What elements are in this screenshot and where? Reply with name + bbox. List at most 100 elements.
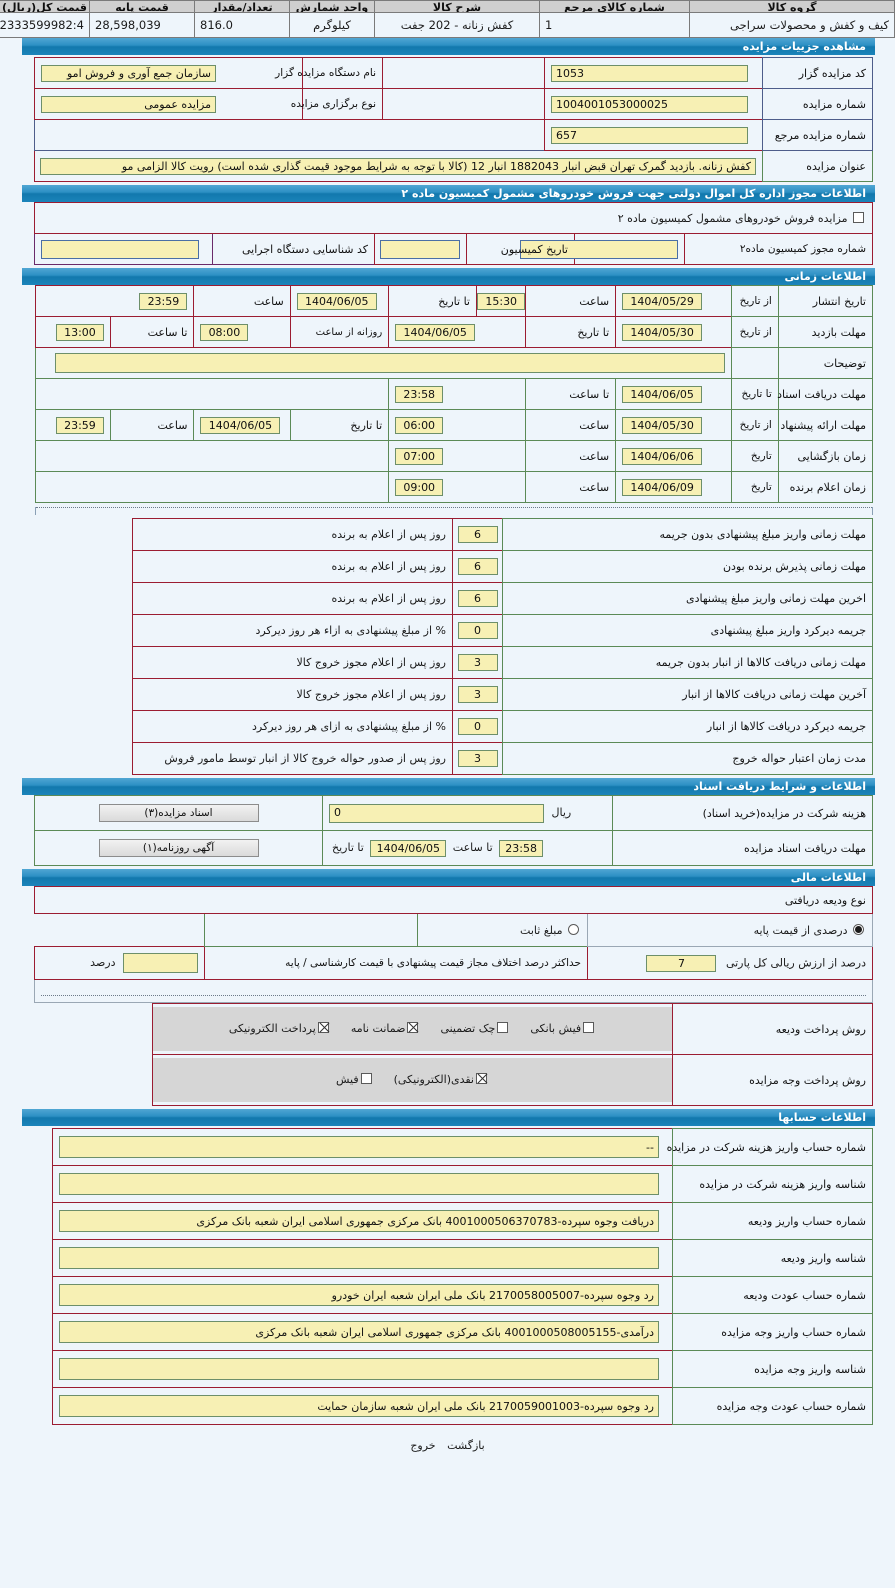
term-value-cell: 6 — [452, 582, 503, 615]
footer-links: بازگشت خروج — [0, 1425, 895, 1462]
bid-to-input[interactable]: 1404/06/05 — [200, 416, 281, 434]
account-value-input[interactable]: -- — [59, 1136, 659, 1158]
winner-date-input[interactable]: 1404/06/09 — [622, 478, 703, 496]
winner-hour-input[interactable]: 09:00 — [395, 478, 444, 496]
publish-hour-input[interactable]: 15:30 — [477, 292, 526, 310]
account-value-input[interactable]: رد وجوه سپرده-2170059001003 بانک ملی ایر… — [59, 1395, 659, 1417]
row-auction-code: کد مزایده گزار 1053 نام دستگاه مزایده گز… — [34, 57, 873, 89]
ref-number-input[interactable]: 657 — [551, 126, 748, 144]
permit-number-cell — [520, 233, 685, 265]
visit-until-input[interactable]: 13:00 — [55, 323, 104, 341]
newspaper-ad-button[interactable]: آگهی روزنامه(۱) — [98, 839, 259, 857]
deposit-method-checkbox[interactable] — [583, 1022, 595, 1033]
auction-type-cell: مزایده عمومی — [34, 88, 303, 120]
docs-deadline-hour-input[interactable]: 23:58 — [395, 385, 444, 403]
publish-from-input[interactable]: 1404/05/29 — [622, 292, 703, 310]
financial-table: نوع ودیعه دریافتی درصدی از قیمت پایه مبل… — [33, 886, 874, 1003]
commission-checkbox[interactable] — [853, 211, 864, 223]
row-winner: زمان اعلام برنده تاریخ 1404/06/09 ساعت 0… — [34, 471, 874, 503]
account-value-input[interactable] — [59, 1173, 659, 1195]
fixed-option-cell[interactable]: مبلغ ثابت — [417, 913, 588, 947]
bid-from-input[interactable]: 1404/05/30 — [622, 416, 703, 434]
docs-deadline-date-input[interactable]: 1404/06/05 — [622, 385, 703, 403]
visit-to-input[interactable]: 1404/06/05 — [395, 323, 476, 341]
section-header-details: مشاهده جزییات مزایده — [22, 38, 875, 55]
account-label: شماره حساب واریز هزینه شرکت در مزایده — [667, 1128, 873, 1166]
percent-radio[interactable] — [853, 923, 864, 935]
term-value-cell: 3 — [452, 742, 503, 775]
term-value-input[interactable]: 0 — [457, 622, 498, 639]
bid-hour-input[interactable]: 06:00 — [395, 416, 444, 434]
auction-number-input[interactable]: 1004001053000025 — [551, 95, 748, 113]
visit-from-cell: 1404/05/30 — [615, 316, 732, 348]
row-deposit-type: نوع ودیعه دریافتی — [33, 886, 874, 914]
bid-to-label: تا تاریخ — [289, 409, 390, 441]
account-value-input[interactable] — [59, 1247, 659, 1269]
account-row: شماره حساب عودت وجه مزایده رد وجوه سپرده-… — [52, 1387, 873, 1425]
auction-type-input[interactable]: مزایده عمومی — [41, 95, 216, 113]
deposit-method-option[interactable]: فیش بانکی — [530, 1022, 596, 1035]
term-label: جریمه دیرکرد دریافت کالاها از انبار — [502, 710, 873, 743]
payment-method-checkbox[interactable] — [360, 1073, 372, 1084]
deposit-method-checkbox[interactable] — [497, 1022, 509, 1033]
account-value-input[interactable] — [59, 1358, 659, 1380]
account-value-input[interactable]: رد وجوه سپرده-2170058005007 بانک ملی ایر… — [59, 1284, 659, 1306]
deposit-method-option[interactable]: پرداخت الکترونیکی — [229, 1022, 331, 1035]
term-value-input[interactable]: 6 — [457, 558, 498, 575]
cell-description: کفش زنانه - 202 جفت — [374, 12, 540, 38]
docs-receive-date-input[interactable]: 1404/06/05 — [370, 839, 447, 857]
org-name-input[interactable]: سازمان جمع آوری و فروش امو — [41, 64, 216, 82]
opening-date-input[interactable]: 1404/06/06 — [622, 447, 703, 465]
payment-method-option[interactable]: فیش — [336, 1073, 374, 1086]
commission-date-input[interactable] — [380, 239, 460, 259]
auction-documents-button[interactable]: اسناد مزایده(۳) — [98, 804, 259, 822]
cell-group: کیف و کفش و محصولات سراجی — [689, 12, 895, 38]
cost-label: هزینه شرکت در مزایده(خرید اسناد) — [612, 795, 873, 831]
term-value-input[interactable]: 3 — [457, 686, 498, 703]
percent-total-input[interactable]: 7 — [646, 954, 717, 972]
section-header-accounts: اطلاعات حسابها — [22, 1109, 875, 1126]
term-value-input[interactable]: 3 — [457, 654, 498, 671]
percent-option-cell[interactable]: درصدی از قیمت پایه — [587, 913, 873, 947]
col-quantity: تعداد/مقدار — [194, 0, 290, 13]
exit-link[interactable]: خروج — [410, 1439, 436, 1452]
deposit-method-checkbox[interactable] — [407, 1022, 419, 1033]
docs-receive-hour-input[interactable]: 23:58 — [499, 839, 544, 857]
term-value-input[interactable]: 6 — [457, 590, 498, 607]
empty-cell-2 — [382, 88, 545, 120]
commission-checkbox-cell[interactable]: مزایده فروش خودروهای مشمول کمیسیون ماده … — [33, 202, 874, 234]
visit-from-input[interactable]: 1404/05/30 — [622, 323, 703, 341]
payment-method-label: روش پرداخت وجه مزایده — [672, 1054, 873, 1106]
term-value-input[interactable]: 6 — [457, 526, 498, 543]
term-suffix: روز پس از اعلام مجوز خروج کالا — [132, 646, 453, 679]
visit-daily-input[interactable]: 08:00 — [200, 323, 249, 341]
term-value-input[interactable]: 0 — [457, 718, 498, 735]
row-percent-value: درصد از ارزش ریالی کل پارتی 7 حداکثر درص… — [33, 946, 873, 980]
deposit-options-blank — [34, 913, 205, 947]
back-link[interactable]: بازگشت — [447, 1439, 485, 1452]
fixed-radio[interactable] — [568, 923, 579, 935]
publish-to-hour-input[interactable]: 23:59 — [139, 292, 188, 310]
org-name-cell: سازمان جمع آوری و فروش امو — [34, 57, 303, 89]
deposit-method-checkbox[interactable] — [317, 1022, 329, 1033]
max-diff-input[interactable] — [123, 953, 198, 973]
term-value-input[interactable]: 3 — [457, 750, 498, 767]
account-value-input[interactable]: دریافت وجوه سپرده-4001000506370783 بانک … — [59, 1210, 659, 1232]
term-suffix: روز پس از صدور حواله خروج کالا از انبار … — [132, 742, 453, 775]
cost-input[interactable]: 0 — [329, 803, 544, 823]
deposit-method-option[interactable]: ضمانت نامه — [351, 1022, 421, 1035]
docs-button-cell: اسناد مزایده(۳) — [34, 795, 323, 831]
bid-to-hour-input[interactable]: 23:59 — [55, 416, 104, 434]
agency-code-input[interactable] — [40, 239, 199, 259]
opening-hour-input[interactable]: 07:00 — [395, 447, 444, 465]
winner-hour-label: ساعت — [525, 471, 617, 503]
notes-input[interactable] — [54, 353, 725, 373]
deposit-method-option[interactable]: چک تضمینی — [440, 1022, 510, 1035]
payment-method-checkbox[interactable] — [476, 1073, 487, 1084]
auction-code-input[interactable]: 1053 — [551, 64, 748, 82]
account-value-input[interactable]: درآمدی-4001000508005155 بانک مرکزی جمهور… — [59, 1321, 659, 1343]
publish-to-input[interactable]: 1404/06/05 — [296, 292, 377, 310]
auction-title-input[interactable]: کفش زنانه. بازدید گمرک تهران قبض انبار 1… — [40, 157, 756, 175]
row-docs-deadline: مهلت دریافت اسناد تا تاریخ 1404/06/05 تا… — [34, 378, 874, 410]
payment-method-option[interactable]: نقدی(الکترونیکی) — [394, 1073, 489, 1086]
